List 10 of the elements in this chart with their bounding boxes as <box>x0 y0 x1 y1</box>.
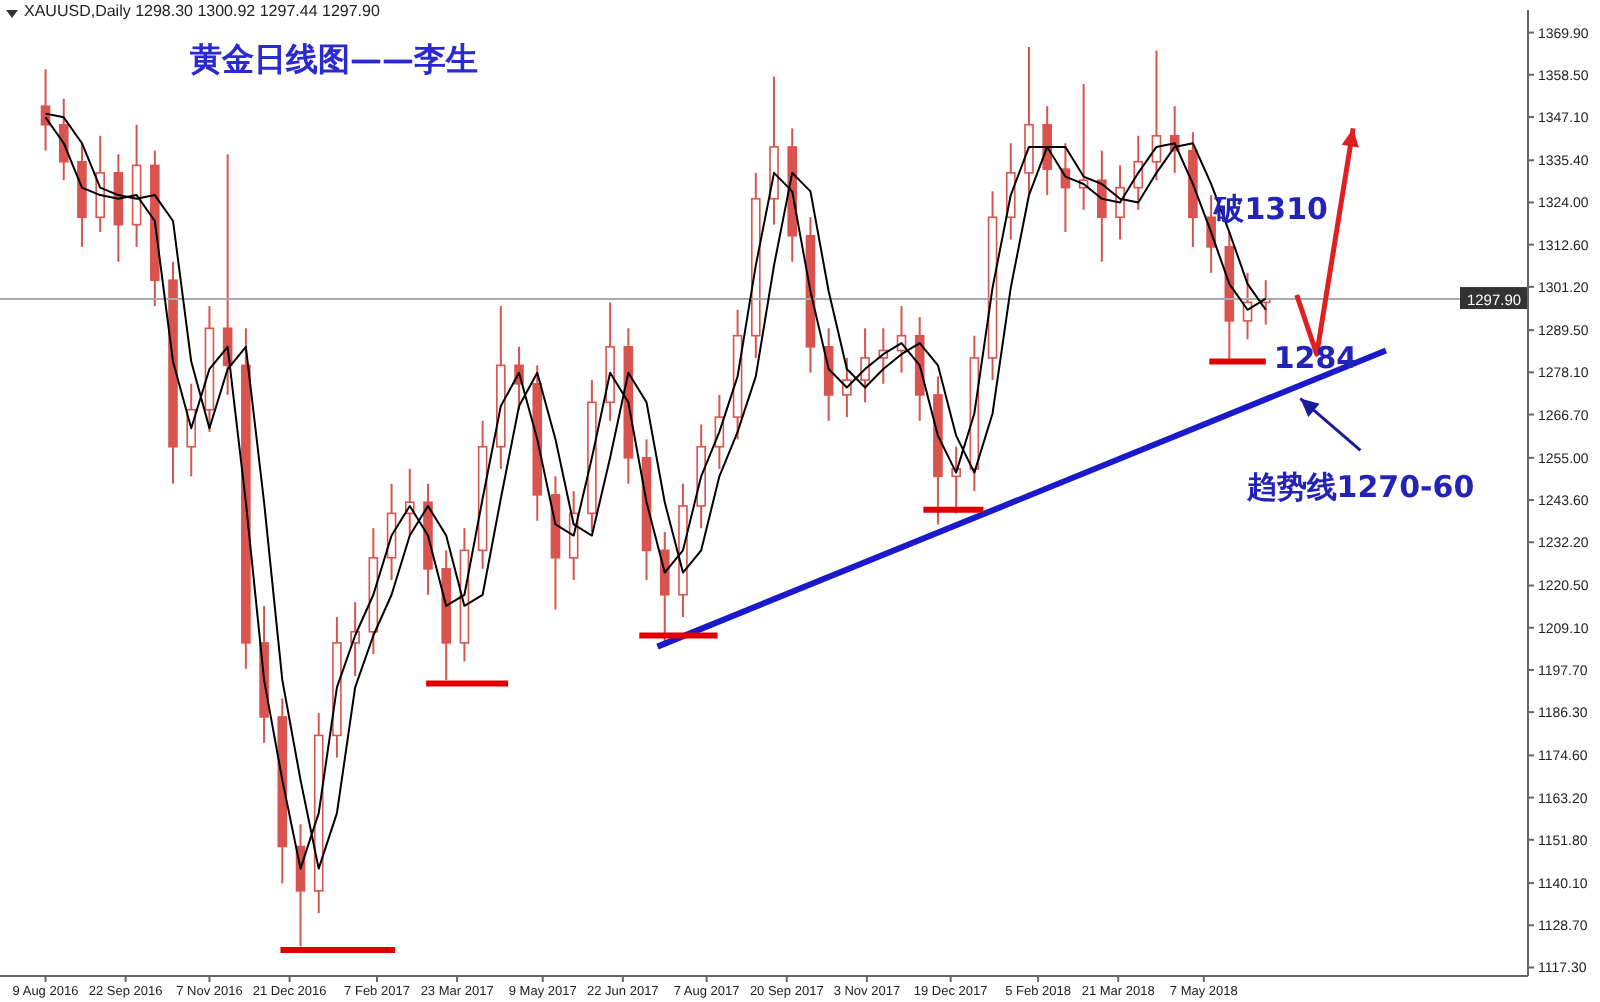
candlestick <box>842 356 852 419</box>
candlestick <box>1097 149 1107 263</box>
annotation: 1284 <box>1273 339 1358 376</box>
text: 黄金日线图——李生 <box>190 40 478 82</box>
annotation: 趋势线1270-60 <box>1246 468 1475 507</box>
chart-subtitle: XAUUSD,Daily 1298.30 1300.92 1297.44 1297.90 <box>24 2 380 20</box>
candlestick <box>1042 105 1052 197</box>
candlestick <box>95 134 105 234</box>
candlestick <box>58 97 69 182</box>
candlestick <box>860 327 870 404</box>
